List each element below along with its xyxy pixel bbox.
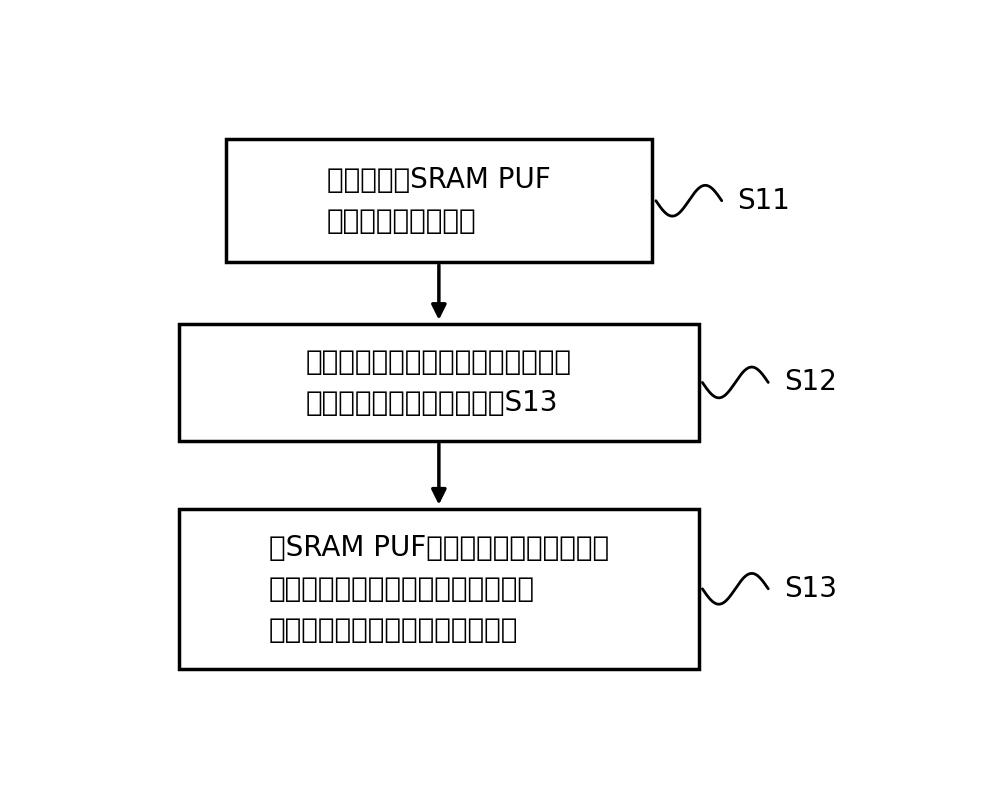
FancyBboxPatch shape bbox=[226, 139, 652, 262]
FancyBboxPatch shape bbox=[179, 324, 698, 441]
FancyBboxPatch shape bbox=[179, 509, 698, 669]
Text: S12: S12 bbox=[784, 369, 837, 397]
Text: 将接收到的SRAM PUF
响应消息进行硬解码: 将接收到的SRAM PUF 响应消息进行硬解码 bbox=[327, 166, 551, 235]
Text: S11: S11 bbox=[737, 186, 790, 214]
Text: 对SRAM PUF响应消息进行软解码，并
对解码结果进行判断，若解码成功，
则输出码字；若解码失败，则结束: 对SRAM PUF响应消息进行软解码，并 对解码结果进行判断，若解码成功， 则输… bbox=[269, 534, 609, 644]
Text: 对解码结果进行判断，若解码成功，
则输出码字；否则进行步骤S13: 对解码结果进行判断，若解码成功， 则输出码字；否则进行步骤S13 bbox=[306, 348, 572, 417]
Text: S13: S13 bbox=[784, 574, 837, 603]
